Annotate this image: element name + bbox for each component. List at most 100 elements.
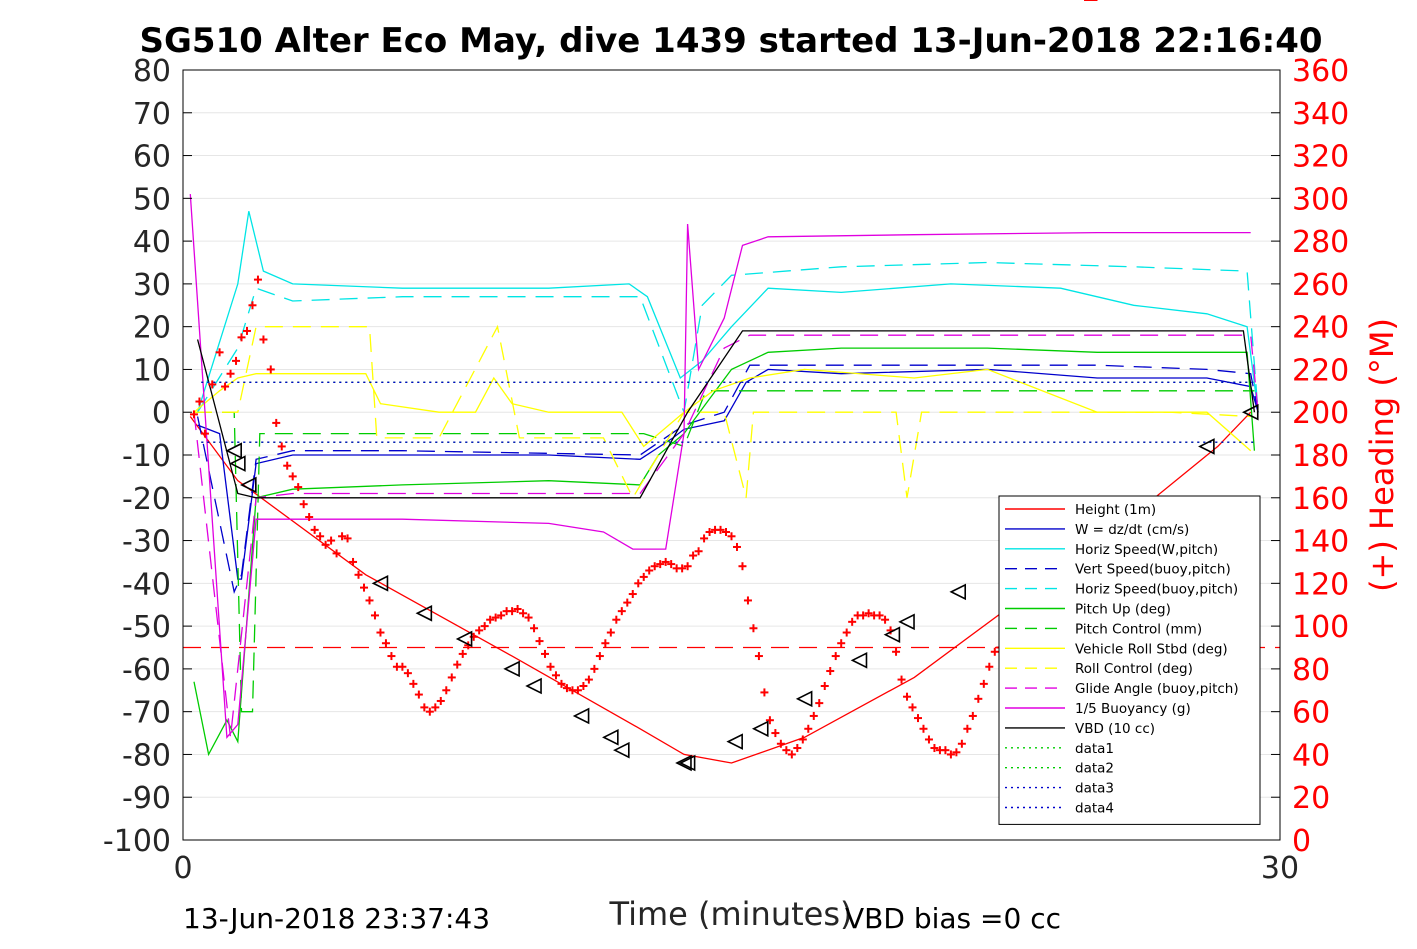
footer-timestamp: 13-Jun-2018 23:37:43 [183,902,490,935]
heading-point [497,611,506,620]
legend-label: 1/5 Buoyancy (g) [1075,701,1191,717]
heading-point [979,679,988,688]
heading-point [798,735,807,744]
y2-tick-label: 0 [1292,824,1311,859]
legend-label: data3 [1075,781,1114,797]
heading-point [403,669,412,678]
heading-point [365,596,374,605]
heading-point [700,534,709,543]
heading-point [579,682,588,690]
heading-point [277,442,286,451]
legend-label: Vert Speed(buoy,pitch) [1075,562,1231,578]
vbd-marker [898,613,915,631]
heading-point [259,335,268,344]
vbd-marker [455,630,473,648]
y-tick-label: -20 [122,482,171,517]
heading-point [820,682,829,690]
heading-point [683,562,692,571]
heading-point [881,615,890,624]
heading-point [480,622,489,631]
y2-tick-label: 20 [1292,781,1330,816]
y2-tick-label: 240 [1292,311,1349,346]
heading-point [694,547,703,556]
series-layer [183,194,1280,764]
heading-point [760,688,769,697]
y-tick-label: 60 [133,140,171,175]
heading-point [242,326,251,335]
heading-point [354,570,363,579]
y2-tick-label: 40 [1292,738,1330,773]
vbd-marker [572,707,590,725]
vbd-marker [613,741,630,759]
heading-point [349,557,358,566]
heading-point [584,675,593,684]
y2-tick-label: 200 [1292,396,1349,431]
y2-tick-label: 120 [1292,567,1349,602]
heading-point [381,639,390,648]
series-line-pitch-control-mm- [194,390,1255,713]
heading-point [288,472,297,481]
y2-tick-label: 60 [1292,696,1330,731]
heading-point [316,532,325,541]
legend: Height (1m) W = dz/dt (cm/s) Horiz Speed(W… [998,495,1261,825]
heading-point [420,703,429,712]
x-axis-label: Time (minutes) [609,895,853,933]
heading-point [650,562,659,571]
heading-point [232,356,241,365]
heading-point [634,579,643,588]
y-tick-label: 80 [133,54,171,89]
heading-point [189,410,198,419]
legend-label: Horiz Speed(buoy,pitch) [1075,582,1238,598]
y-tick-label: -10 [122,439,171,474]
heading-point [338,532,347,541]
heading-point [475,626,484,635]
marker-layer [189,0,1259,772]
heading-point [414,690,423,699]
heading-point [595,652,604,661]
heading-point [458,649,467,658]
heading-point [546,662,555,671]
heading-point [678,564,687,573]
heading-point [754,652,763,661]
heading-point [639,572,648,581]
heading-point [299,500,308,509]
heading-point [447,673,456,682]
legend-label: Pitch Up (deg) [1075,602,1171,618]
vbd-marker [1198,438,1215,455]
heading-point [266,365,275,374]
heading-point [327,536,336,545]
y-tick-label: -40 [122,567,171,602]
vbd-marker [525,677,542,695]
legend-label: W = dz/dt (cm/s) [1075,522,1189,538]
vbd-marker [503,660,520,678]
heading-point [793,744,802,753]
y2-tick-label: 220 [1292,353,1349,388]
heading-point [590,664,599,673]
heading-point [930,744,939,753]
heading-point [667,560,676,569]
heading-point [453,660,462,669]
legend-label: data2 [1075,761,1114,777]
y-tick-label: 70 [133,97,171,132]
heading-point [195,397,204,406]
heading-point [722,528,731,536]
heading-point [831,652,840,661]
heading-point [513,605,522,613]
vbd-marker [1241,403,1259,421]
heading-point [376,628,385,637]
heading-point [557,679,566,688]
heading-point [524,613,533,622]
heading-point [425,707,434,716]
legend-label: Glide Angle (buoy,pitch) [1075,681,1239,697]
left-axis-ticks: 80 70 60 50 40 30 20 10 0 -10 -20 -30 -40 -50 -60 -70 -8… [103,54,192,859]
heading-point [535,637,544,646]
heading-point [436,696,445,705]
heading-point [519,609,528,618]
y2-tick-label: 320 [1292,140,1349,175]
y2-tick-label: 160 [1292,482,1349,517]
heading-point [913,714,922,723]
heading-point [601,639,610,648]
heading-point [897,675,906,684]
